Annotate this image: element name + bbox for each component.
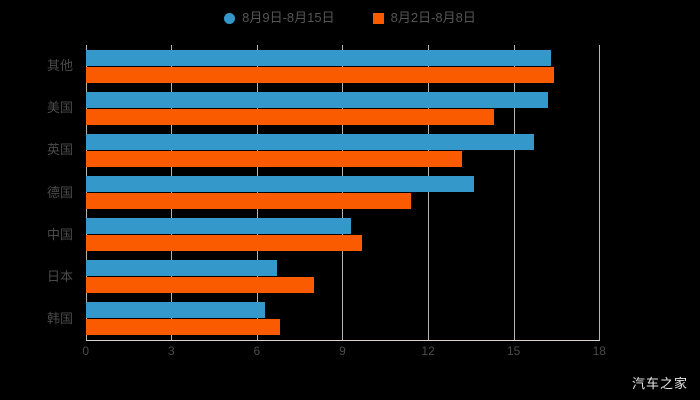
plot-area xyxy=(85,45,601,340)
bar[interactable] xyxy=(85,319,280,336)
legend-item[interactable]: 8月2日-8月8日 xyxy=(372,8,476,28)
x-gridline xyxy=(85,45,87,340)
x-gridline xyxy=(513,45,515,340)
bar-group xyxy=(85,131,600,170)
x-gridline xyxy=(342,45,344,340)
x-gridline xyxy=(256,45,258,340)
x-gridline xyxy=(171,45,173,340)
bar[interactable] xyxy=(85,108,494,125)
x-axis-line xyxy=(85,340,600,341)
bar[interactable] xyxy=(85,66,554,83)
bar-group xyxy=(85,215,600,254)
bar[interactable] xyxy=(85,133,534,150)
x-gridline xyxy=(599,45,601,340)
legend-item-label: 8月2日-8月8日 xyxy=(390,10,476,25)
legend-dot-icon xyxy=(224,12,236,24)
x-axis-tick-label: 12 xyxy=(421,344,435,358)
legend-square-icon xyxy=(372,12,384,24)
x-gridline xyxy=(428,45,430,340)
chart-legend: 8月9日-8月15日 8月2日-8月8日 xyxy=(0,6,700,30)
x-axis-tick-label: 6 xyxy=(253,344,261,358)
bar-group xyxy=(85,257,600,296)
bar[interactable] xyxy=(85,150,463,167)
y-axis-label: 英国 xyxy=(46,142,73,158)
bar[interactable] xyxy=(85,49,551,66)
bar[interactable] xyxy=(85,277,314,294)
y-axis-label: 其他 xyxy=(46,58,73,74)
bar[interactable] xyxy=(85,176,474,192)
bar[interactable] xyxy=(85,235,363,252)
bar-group xyxy=(85,47,600,86)
x-axis-tick-label: 0 xyxy=(82,344,90,358)
legend-item[interactable]: 8月9日-8月15日 xyxy=(224,8,335,28)
watermark-label: 汽车之家 xyxy=(631,376,688,391)
bar[interactable] xyxy=(85,302,266,319)
y-axis-label: 日本 xyxy=(46,268,73,284)
bar[interactable] xyxy=(85,218,352,235)
bar-group xyxy=(85,89,600,128)
y-axis-label: 韩国 xyxy=(46,310,73,326)
bar[interactable] xyxy=(85,260,277,277)
bar-group xyxy=(85,173,600,212)
y-axis-label: 美国 xyxy=(46,100,73,116)
y-axis-label: 中国 xyxy=(46,226,73,242)
y-axis-category-labels: 其他美国英国德国中国日本韩国 xyxy=(0,45,73,340)
y-axis-label: 德国 xyxy=(46,184,73,200)
bar-group xyxy=(85,299,600,338)
bar[interactable] xyxy=(85,193,411,209)
x-axis-tick-label: 18 xyxy=(592,344,606,358)
bar[interactable] xyxy=(85,91,548,108)
x-axis-tick-label: 15 xyxy=(507,344,521,358)
x-axis-tick-label: 9 xyxy=(339,344,346,358)
x-axis-tick-label: 3 xyxy=(167,344,175,358)
x-axis-tick-labels: 0 3 6 9 12 15 18 xyxy=(0,343,700,363)
legend-item-label: 8月9日-8月15日 xyxy=(242,10,335,25)
